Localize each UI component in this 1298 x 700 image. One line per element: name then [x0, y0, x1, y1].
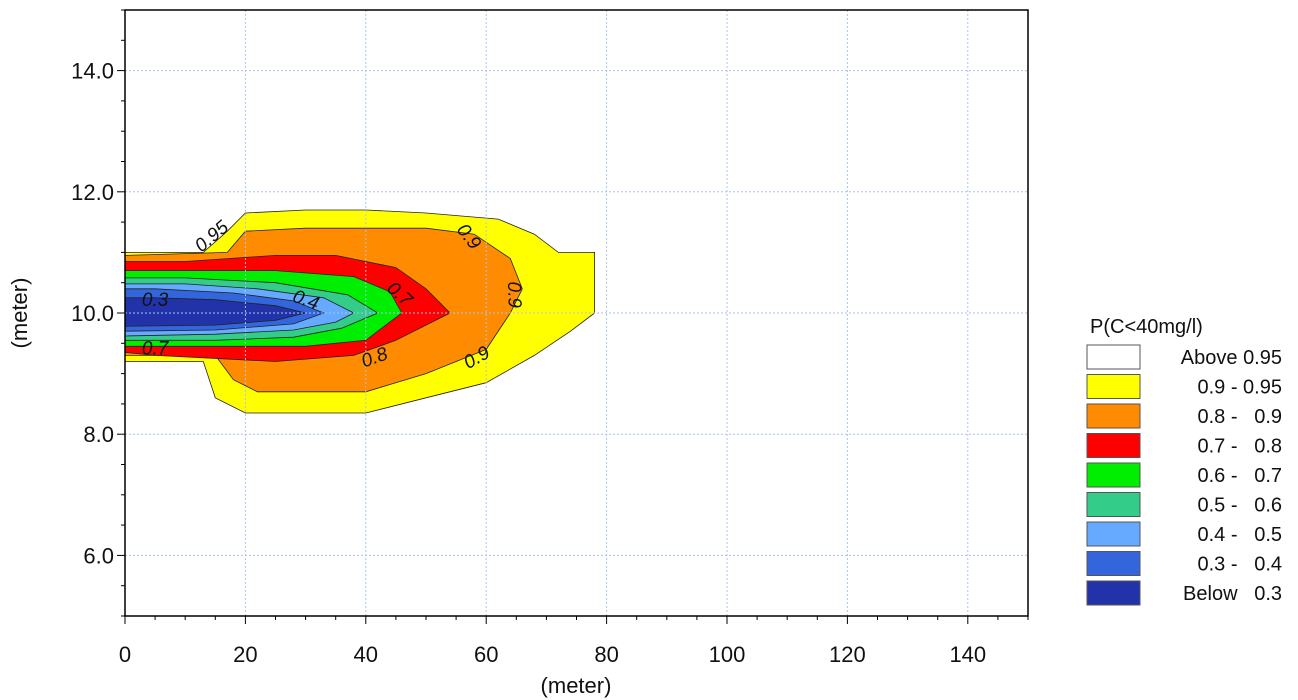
- x-tick-label: 0: [119, 642, 131, 667]
- x-tick-label: 80: [594, 642, 618, 667]
- legend-label: 0.4 - 0.5: [1198, 524, 1283, 546]
- y-tick-label: 14.0: [71, 59, 114, 84]
- x-axis-label: (meter): [541, 673, 612, 698]
- legend-swatch: [1086, 492, 1141, 517]
- legend-swatch: [1086, 551, 1141, 576]
- legend-label: Above 0.95: [1181, 347, 1282, 369]
- y-tick-label: 10.0: [71, 301, 114, 326]
- contour-region-7: [124, 297, 306, 327]
- x-tick-label: 40: [354, 642, 378, 667]
- x-tick-label: 140: [949, 642, 986, 667]
- contour-label: 0.3: [142, 290, 169, 311]
- legend-label: 0.9 - 0.95: [1197, 377, 1282, 399]
- legend-title: P(C<40mg/l): [1090, 316, 1203, 338]
- legend-swatch: [1086, 374, 1141, 399]
- legend: P(C<40mg/l) Above 0.95 0.9 - 0.95 0.8 - 0.…: [1086, 316, 1283, 606]
- legend-swatch: [1086, 521, 1141, 547]
- y-tick-label: 8.0: [83, 422, 114, 447]
- legend-swatch: [1086, 433, 1141, 458]
- legend-label: 0.7 - 0.8: [1198, 436, 1283, 458]
- legend-label: 0.3 - 0.4: [1198, 554, 1283, 576]
- contour-label: 0.9: [503, 281, 525, 309]
- x-tick-label: 120: [829, 642, 866, 667]
- y-tick-label: 6.0: [83, 543, 114, 568]
- legend-label: 0.5 - 0.6: [1198, 495, 1283, 517]
- grid-lines: [125, 10, 1028, 616]
- legend-swatch: [1086, 344, 1141, 370]
- legend-swatch: [1086, 403, 1141, 429]
- legend-label: 0.8 - 0.9: [1198, 406, 1283, 428]
- y-axis-label: (meter): [7, 278, 32, 349]
- legend-label: 0.6 - 0.7: [1198, 465, 1283, 487]
- x-tick-label: 60: [474, 642, 498, 667]
- legend-swatch: [1086, 462, 1141, 488]
- legend-label: Below 0.3: [1183, 583, 1282, 605]
- plot-area: 0.95 0.90.90.90.3 0.4 0.70.80.7: [124, 9, 1029, 617]
- y-tick-label: 12.0: [71, 180, 114, 205]
- contour-label: 0.7: [142, 338, 170, 359]
- x-tick-label: 20: [233, 642, 257, 667]
- legend-items: Above 0.95 0.9 - 0.95 0.8 - 0.9 0.7 - 0.8 0.…: [1086, 344, 1283, 606]
- x-axis-ticks: 0 20 40 60 80 100 120 140: [119, 616, 1029, 667]
- x-tick-label: 100: [709, 642, 746, 667]
- y-axis-ticks: 6.0 8.0 10.0 12.0 14.0: [71, 9, 125, 617]
- legend-swatch: [1086, 580, 1141, 606]
- contour-regions: [124, 209, 595, 414]
